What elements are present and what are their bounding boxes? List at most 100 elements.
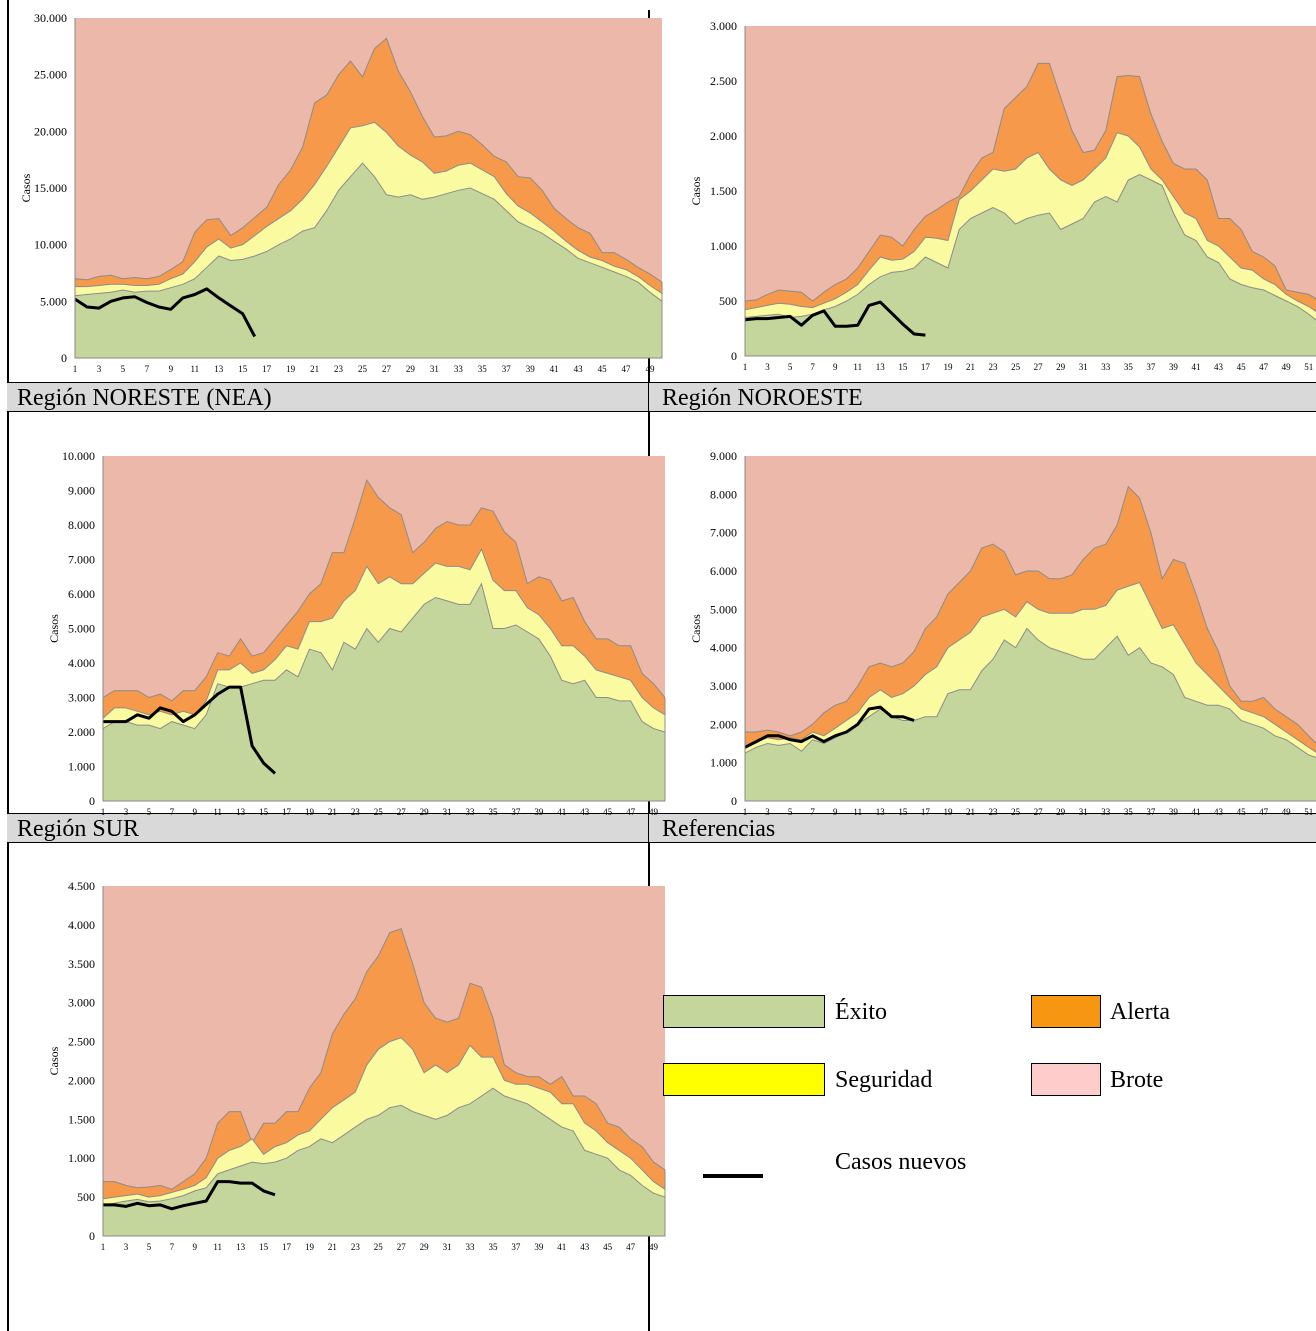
x-tick-label: 29 (406, 364, 416, 374)
x-tick-label: 49 (649, 807, 659, 817)
y-tick-label: 30.000 (34, 11, 67, 25)
x-tick-label: 45 (603, 807, 613, 817)
x-tick-label: 23 (334, 364, 344, 374)
x-tick-label: 39 (526, 364, 536, 374)
x-tick-label: 13 (236, 1242, 246, 1252)
x-tick-label: 9 (833, 362, 838, 372)
x-tick-label: 9 (193, 1242, 198, 1252)
x-tick-label: 23 (989, 362, 999, 372)
y-tick-label: 9.000 (68, 484, 95, 498)
x-tick-label: 21 (966, 362, 975, 372)
y-tick-label: 2.500 (710, 74, 737, 88)
x-tick-label: 39 (534, 1242, 544, 1252)
exito-area (74, 162, 663, 359)
x-tick-label: 29 (420, 807, 430, 817)
y-tick-label: 7.000 (710, 526, 737, 540)
y-tick-label: 5.000 (40, 294, 67, 308)
x-tick-label: 5 (147, 1242, 152, 1252)
y-axis-label: Casos (47, 1046, 61, 1075)
x-tick-label: 47 (1259, 807, 1269, 817)
x-tick-label: 3 (124, 1242, 129, 1252)
x-tick-label: 33 (454, 364, 464, 374)
legend-casos-label: Casos nuevos (835, 1149, 967, 1175)
legend-alerta-label: Alerta (1110, 999, 1170, 1025)
y-axis-label: Casos (47, 614, 61, 643)
x-tick-label: 47 (626, 1242, 636, 1252)
y-tick-label: 2.000 (68, 725, 95, 739)
x-tick-label: 1 (101, 807, 106, 817)
y-tick-label: 8.000 (68, 518, 95, 532)
x-tick-label: 5 (147, 807, 152, 817)
x-tick-label: 1 (743, 807, 748, 817)
y-tick-label: 1.500 (68, 1112, 95, 1126)
x-tick-label: 19 (305, 1242, 315, 1252)
y-tick-label: 3.000 (68, 996, 95, 1010)
x-tick-label: 45 (1237, 362, 1247, 372)
x-tick-label: 9 (169, 364, 174, 374)
casos-nuevos-line (744, 300, 926, 337)
y-tick-label: 0 (61, 351, 67, 365)
y-tick-label: 4.500 (68, 879, 95, 893)
x-tick-label: 47 (622, 364, 632, 374)
x-tick-label: 13 (876, 807, 886, 817)
y-tick-label: 1.000 (710, 239, 737, 253)
y-tick-label: 6.000 (710, 564, 737, 578)
y-tick-label: 3.000 (68, 691, 95, 705)
center-divider-overlay-2 (648, 813, 649, 843)
x-tick-label: 45 (603, 1242, 613, 1252)
y-tick-label: 0 (89, 1229, 95, 1243)
y-tick-label: 500 (719, 294, 737, 308)
y-tick-label: 10.000 (62, 449, 95, 463)
x-tick-label: 37 (502, 364, 512, 374)
x-tick-label: 39 (1169, 807, 1179, 817)
y-tick-label: 4.000 (68, 918, 95, 932)
x-tick-label: 13 (876, 362, 886, 372)
x-tick-label: 19 (943, 362, 953, 372)
chart-nea: 0 1.000 2.000 3.000 4.000 5.000 6.000 7.000 8.00… (47, 449, 666, 817)
y-tick-label: 1.000 (68, 1151, 95, 1165)
y-tick-label: 0 (731, 794, 737, 808)
x-tick-label: 19 (943, 807, 953, 817)
x-tick-label: 39 (1169, 362, 1179, 372)
exito-area (102, 582, 666, 802)
y-tick-label: 9.000 (710, 449, 737, 463)
x-tick-label: 35 (488, 807, 498, 817)
legend-seguridad-label: Seguridad (835, 1067, 933, 1093)
x-tick-label: 17 (262, 364, 272, 374)
x-tick-label: 37 (511, 807, 521, 817)
x-tick-label: 13 (214, 364, 224, 374)
x-tick-label: 41 (550, 364, 559, 374)
x-tick-label: 21 (310, 364, 319, 374)
x-tick-label: 43 (1214, 807, 1224, 817)
x-tick-label: 27 (1034, 362, 1044, 372)
chart-sur: 0 500 1.000 1.500 2.000 2.500 3.000 3.500 4.000 4… (47, 879, 666, 1252)
x-tick-label: 19 (305, 807, 315, 817)
x-tick-label: 41 (557, 1242, 566, 1252)
x-tick-label: 23 (989, 807, 999, 817)
header-sur: Región SUR (17, 816, 140, 842)
x-tick-label: 43 (1214, 362, 1224, 372)
exito-area (744, 627, 1316, 802)
x-tick-label: 7 (145, 364, 150, 374)
y-tick-label: 3.000 (710, 679, 737, 693)
x-tick-label: 37 (511, 1242, 521, 1252)
x-tick-label: 25 (1011, 807, 1021, 817)
x-tick-label: 11 (190, 364, 199, 374)
chart-noa: 0 1.000 2.000 3.000 4.000 5.000 6.000 7.000 8.00… (689, 449, 1316, 817)
x-tick-label: 11 (213, 1242, 222, 1252)
x-tick-label: 35 (478, 364, 488, 374)
x-tick-label: 51 (1304, 807, 1313, 817)
x-tick-label: 13 (236, 807, 246, 817)
x-tick-label: 3 (765, 362, 770, 372)
x-tick-label: 29 (1056, 807, 1066, 817)
header-nea: Región NORESTE (NEA) (17, 385, 272, 411)
x-tick-label: 3 (124, 807, 129, 817)
x-tick-label: 49 (649, 1242, 659, 1252)
legend-brote-label: Brote (1110, 1067, 1164, 1093)
x-tick-label: 11 (853, 362, 862, 372)
x-tick-label: 5 (788, 362, 793, 372)
x-tick-label: 3 (97, 364, 102, 374)
x-tick-label: 25 (1011, 362, 1021, 372)
y-tick-label: 20.000 (34, 124, 67, 138)
x-tick-label: 21 (966, 807, 975, 817)
